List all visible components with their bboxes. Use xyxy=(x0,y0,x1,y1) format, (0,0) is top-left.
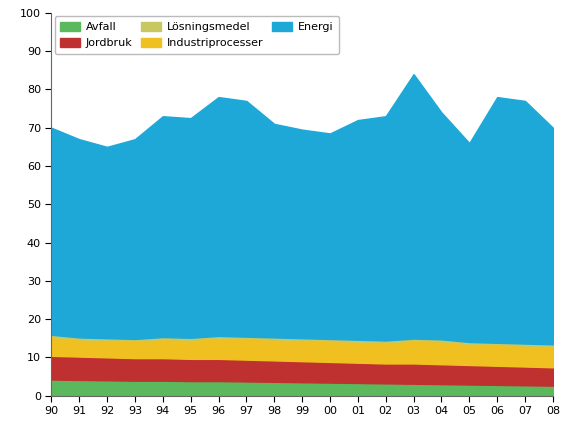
Legend: Avfall, Jordbruk, Lösningsmedel, Industriprocesser, Energi: Avfall, Jordbruk, Lösningsmedel, Industr… xyxy=(55,16,339,54)
